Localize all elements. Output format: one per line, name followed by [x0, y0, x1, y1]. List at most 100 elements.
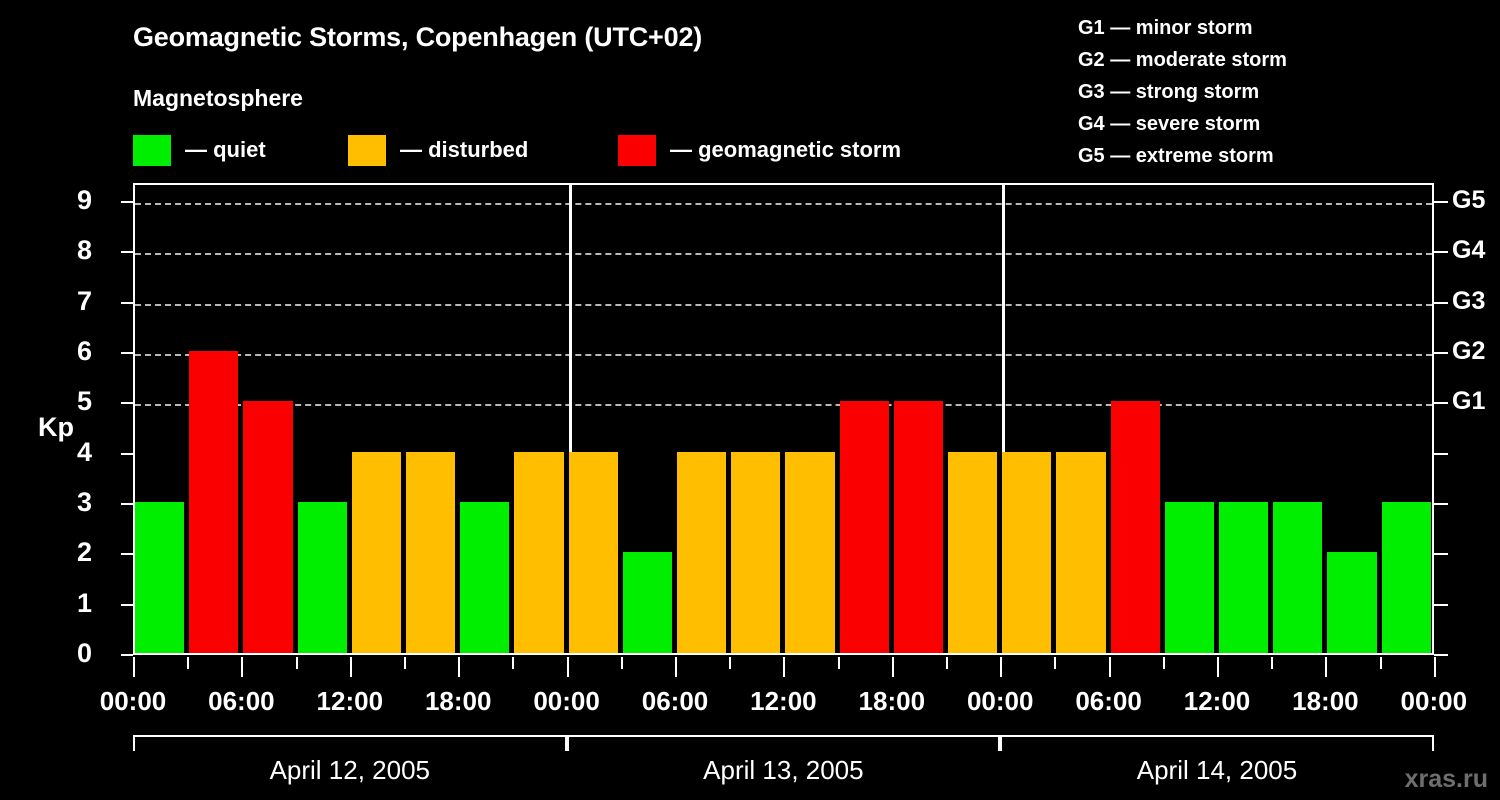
day-separator-1 — [568, 185, 572, 455]
y-tick-label-1: 1 — [76, 587, 92, 618]
quiet-legend: — quiet — [133, 132, 266, 168]
x-tick-label-7: 18:00 — [858, 686, 926, 716]
x-minor-tick-7 — [512, 657, 515, 669]
kp-bar — [568, 451, 618, 653]
x-tick-label-3: 18:00 — [424, 686, 492, 716]
y-tick-label-4: 4 — [76, 436, 92, 467]
x-tick-mark-9 — [1108, 657, 1111, 677]
y-tick-label-8: 8 — [76, 235, 92, 266]
kp-bar — [1273, 502, 1323, 653]
x-tick-mark-0 — [133, 657, 135, 677]
storm-legend: — geomagnetic storm — [618, 132, 901, 168]
kp-bar — [677, 451, 727, 653]
quiet-legend-swatch — [133, 134, 171, 166]
x-minor-tick-11 — [729, 657, 732, 669]
kp-bar — [514, 451, 564, 653]
kp-bar — [1327, 552, 1377, 653]
kp-bar — [406, 451, 456, 653]
kp-bar — [135, 502, 185, 653]
g-tick-mark-G1 — [1434, 402, 1448, 405]
disturbed-legend-swatch — [348, 134, 386, 166]
g-minor-tick-0 — [1434, 654, 1448, 656]
y-tick-label-0: 0 — [76, 638, 92, 668]
y-tick-label-7: 7 — [76, 285, 92, 316]
kp-bar — [1219, 502, 1269, 653]
x-tick-label-0: 00:00 — [99, 686, 167, 716]
kp-bar — [297, 502, 347, 653]
x-tick-label-2: 12:00 — [316, 686, 384, 716]
x-tick-label-9: 06:00 — [1075, 686, 1142, 716]
y-tick-mark-5 — [121, 402, 133, 405]
kp-bar — [948, 451, 998, 653]
x-tick-label-1: 06:00 — [208, 686, 275, 716]
x-tick-mark-10 — [1217, 657, 1219, 677]
gscale-legend: G1 — minor storm G2 — moderate storm G3 — … — [1078, 12, 1287, 172]
y-tick-mark-3 — [121, 503, 133, 505]
x-tick-label-11: 18:00 — [1292, 686, 1359, 716]
gridline-kp-5 — [135, 404, 1432, 407]
kp-bar — [351, 451, 401, 653]
x-tick-mark-2 — [349, 657, 352, 677]
y-tick-label-9: 9 — [76, 185, 92, 215]
g-tick-mark-G4 — [1434, 251, 1448, 254]
g-tick-mark-G5 — [1434, 201, 1448, 203]
x-minor-tick-17 — [1054, 657, 1057, 669]
x-minor-tick-19 — [1162, 657, 1165, 669]
day-label-3: April 14, 2005 — [1136, 755, 1298, 785]
kp-bar — [1056, 451, 1106, 653]
x-minor-tick-15 — [946, 657, 948, 669]
y-tick-mark-8 — [121, 251, 133, 254]
day-label-2: April 13, 2005 — [703, 755, 864, 785]
day-separator-2 — [1002, 185, 1006, 455]
plot-area — [133, 183, 1434, 655]
day-bracket-2 — [566, 735, 1001, 751]
x-tick-mark-4 — [566, 657, 569, 677]
gscale-legend-line-3: G3 — strong storm — [1078, 81, 1260, 103]
g-tick-label-G5: G5 — [1452, 186, 1486, 214]
g-tick-label-G2: G2 — [1452, 337, 1486, 365]
gridline-kp-7 — [135, 303, 1432, 306]
y-tick-mark-7 — [121, 301, 133, 304]
storm-legend-swatch — [618, 134, 656, 166]
x-minor-tick-13 — [837, 657, 840, 669]
disturbed-legend: — disturbed — [348, 132, 528, 168]
gscale-legend-line-5: G5 — extreme storm — [1078, 145, 1274, 167]
y-tick-mark-0 — [121, 654, 133, 656]
g-minor-tick-3 — [1434, 503, 1448, 505]
kp-bar — [1002, 451, 1052, 653]
y-tick-mark-2 — [121, 553, 133, 556]
x-tick-mark-7 — [891, 657, 894, 677]
gridline-kp-6 — [135, 354, 1432, 356]
page-title: Geomagnetic Storms, Copenhagen (UTC+02) — [133, 22, 703, 52]
kp-bar — [1381, 502, 1431, 653]
y-tick-mark-9 — [121, 201, 133, 203]
x-tick-label-8: 00:00 — [966, 686, 1034, 716]
kp-bar — [893, 401, 943, 653]
subsystem-label: Magnetosphere — [133, 85, 303, 111]
day-bracket-1 — [133, 735, 567, 751]
g-tick-label-G3: G3 — [1452, 286, 1486, 315]
g-minor-tick-2 — [1434, 553, 1448, 556]
watermark: xras.ru — [1404, 765, 1488, 793]
disturbed-legend-label: — disturbed — [400, 137, 529, 162]
kp-bar — [731, 451, 781, 653]
y-tick-mark-4 — [121, 452, 133, 455]
x-tick-label-12: 00:00 — [1400, 686, 1468, 716]
g-tick-label-G4: G4 — [1452, 236, 1486, 265]
x-tick-mark-3 — [458, 657, 461, 677]
y-tick-label-3: 3 — [76, 487, 92, 517]
day-bracket-3 — [1000, 735, 1434, 751]
y-tick-label-6: 6 — [76, 336, 92, 366]
x-tick-label-4: 00:00 — [533, 686, 600, 716]
storm-legend-label: — geomagnetic storm — [670, 137, 902, 162]
x-minor-tick-21 — [1271, 657, 1274, 669]
x-tick-label-10: 12:00 — [1183, 686, 1251, 716]
quiet-legend-label: — quiet — [185, 137, 266, 162]
g-minor-tick-4 — [1434, 452, 1448, 455]
gscale-legend-line-1: G1 — minor storm — [1078, 17, 1253, 39]
g-tick-mark-G2 — [1434, 352, 1448, 354]
bars-layer — [135, 185, 1432, 653]
kp-bar — [839, 401, 889, 653]
x-tick-label-5: 06:00 — [641, 686, 709, 716]
y-tick-mark-1 — [121, 603, 133, 606]
